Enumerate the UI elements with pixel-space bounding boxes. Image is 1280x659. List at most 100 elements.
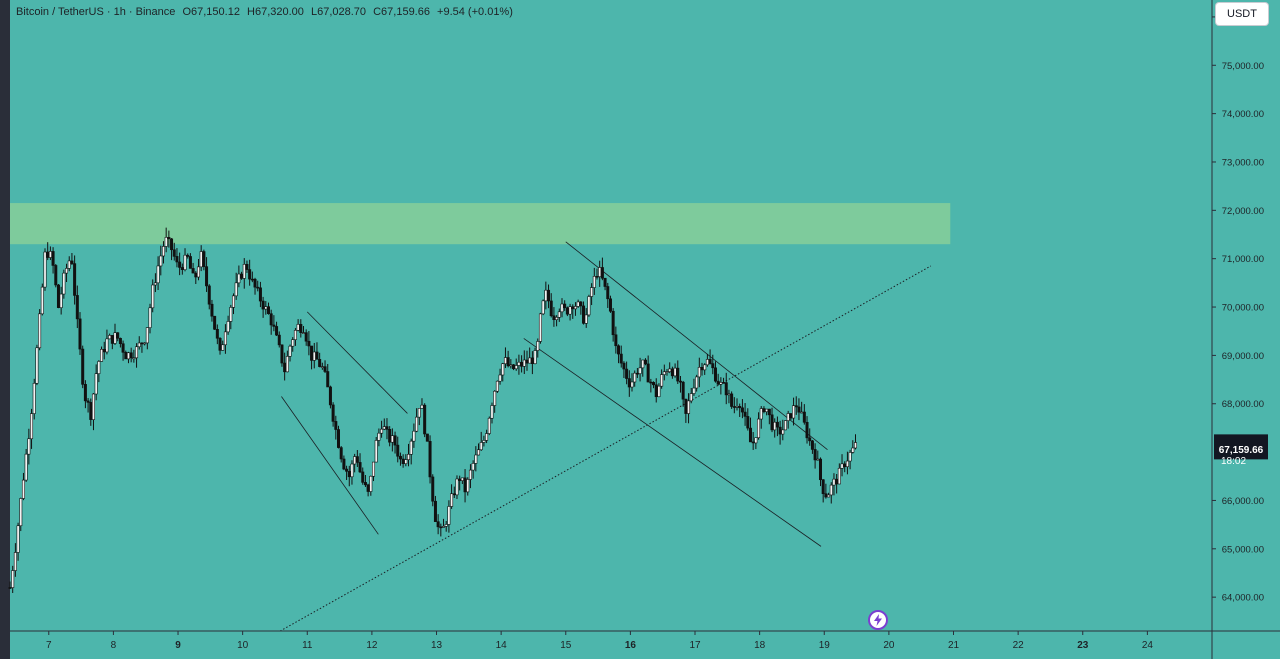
candle-body bbox=[493, 390, 497, 406]
candle bbox=[633, 370, 637, 387]
candle bbox=[159, 245, 163, 276]
candle bbox=[43, 248, 47, 291]
trendline-rising-support[interactable] bbox=[279, 265, 932, 632]
candle-body bbox=[310, 345, 314, 361]
candle-body bbox=[687, 400, 691, 414]
candle bbox=[606, 282, 610, 308]
trendline-right-channel-lower[interactable] bbox=[523, 338, 822, 547]
candle-body bbox=[778, 426, 782, 435]
candle bbox=[358, 453, 362, 474]
symbol-legend[interactable]: Bitcoin / TetherUS · 1h · Binance O67,15… bbox=[16, 6, 517, 18]
candle-layer bbox=[8, 227, 857, 593]
candle-body bbox=[506, 357, 510, 367]
candle-body bbox=[105, 338, 109, 353]
ohlc-high: H67,320.00 bbox=[247, 6, 304, 18]
candle-body bbox=[164, 237, 168, 247]
candle-body bbox=[180, 267, 184, 270]
candle-body bbox=[660, 374, 664, 387]
candle bbox=[851, 440, 855, 454]
candle bbox=[442, 518, 446, 528]
candle-body bbox=[757, 418, 761, 439]
candle bbox=[291, 337, 295, 352]
candle bbox=[808, 428, 812, 446]
candle-body bbox=[754, 437, 758, 444]
candle-body bbox=[843, 463, 847, 468]
candle-body bbox=[595, 276, 599, 278]
candle bbox=[202, 249, 206, 271]
candle bbox=[654, 378, 658, 403]
candle bbox=[126, 351, 130, 364]
candle-body bbox=[512, 364, 516, 370]
candle bbox=[598, 260, 602, 287]
candle bbox=[775, 416, 779, 437]
candle-body bbox=[293, 330, 297, 340]
trendline-right-channel-upper[interactable] bbox=[565, 241, 828, 450]
candle-body bbox=[617, 345, 621, 355]
trendline-left-channel-upper[interactable] bbox=[306, 311, 408, 414]
candle-body bbox=[108, 335, 112, 340]
candle bbox=[805, 416, 809, 444]
candle-body bbox=[582, 305, 586, 324]
candle-body bbox=[479, 442, 483, 451]
candle bbox=[617, 344, 621, 364]
candle-body bbox=[385, 426, 389, 430]
candle bbox=[167, 230, 171, 248]
candle bbox=[428, 435, 432, 484]
candle bbox=[689, 387, 693, 404]
candle-body bbox=[272, 324, 276, 327]
candle bbox=[783, 420, 787, 431]
candle bbox=[388, 426, 392, 447]
candle bbox=[226, 315, 230, 335]
candle bbox=[94, 364, 98, 401]
candle bbox=[347, 465, 351, 487]
candle-body bbox=[186, 254, 190, 257]
resistance-zone[interactable] bbox=[10, 203, 951, 245]
candle bbox=[716, 373, 720, 386]
candle bbox=[641, 359, 645, 377]
time-tick-label: 21 bbox=[948, 640, 960, 651]
currency-button[interactable]: USDT bbox=[1216, 3, 1268, 25]
candle-body bbox=[307, 340, 311, 347]
candle-body bbox=[407, 454, 411, 460]
candle-body bbox=[409, 440, 413, 455]
candle-body bbox=[372, 461, 376, 477]
time-tick-label: 7 bbox=[46, 640, 52, 651]
trendline-left-channel-lower[interactable] bbox=[281, 396, 379, 535]
price-axis[interactable]: 76,000.0075,000.0074,000.0073,000.0072,0… bbox=[1212, 12, 1264, 604]
candle-body bbox=[727, 393, 731, 396]
candle bbox=[355, 450, 359, 468]
candle bbox=[665, 369, 669, 376]
candle bbox=[16, 522, 20, 561]
candle bbox=[670, 366, 674, 379]
candle bbox=[11, 565, 15, 593]
candle-body bbox=[374, 440, 378, 463]
candle bbox=[374, 437, 378, 463]
candle bbox=[759, 406, 763, 429]
candle bbox=[560, 298, 564, 318]
candle-body bbox=[619, 353, 623, 364]
candle-body bbox=[234, 282, 238, 297]
candle bbox=[600, 257, 604, 281]
candle-body bbox=[382, 426, 386, 430]
candle-body bbox=[420, 404, 424, 409]
candle bbox=[563, 300, 567, 311]
candle-body bbox=[692, 387, 696, 394]
candle-body bbox=[280, 344, 284, 364]
symbol-title[interactable]: Bitcoin / TetherUS · 1h · Binance bbox=[16, 6, 176, 18]
candle bbox=[751, 432, 755, 450]
candle-body bbox=[789, 413, 793, 419]
candle-body bbox=[361, 471, 365, 483]
candle-body bbox=[54, 265, 58, 286]
lightning-icon[interactable] bbox=[868, 610, 888, 630]
candle bbox=[797, 398, 801, 421]
candle bbox=[253, 277, 257, 295]
candle-body bbox=[48, 251, 52, 258]
candle bbox=[218, 337, 222, 355]
candle-body bbox=[633, 372, 637, 383]
candle bbox=[97, 360, 101, 383]
candle bbox=[393, 431, 397, 454]
time-axis[interactable]: 7 8 9 10 11 12 13 14 15 16 17 18 19 20 21 22 23 24 bbox=[46, 631, 1153, 651]
candle-body bbox=[608, 298, 612, 312]
